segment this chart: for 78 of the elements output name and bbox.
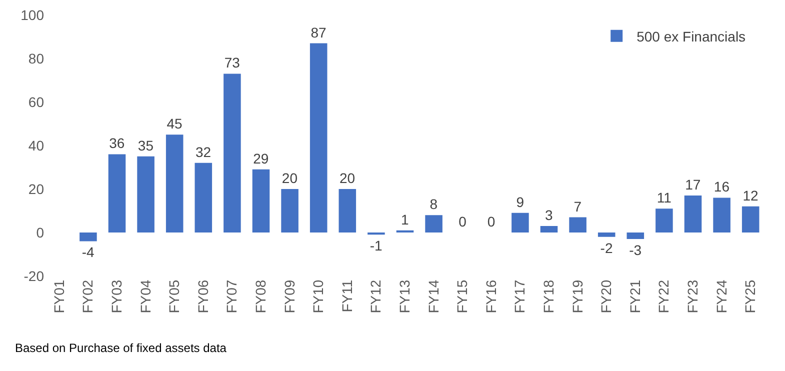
data-label: 73 bbox=[224, 54, 240, 71]
data-label: 45 bbox=[166, 116, 182, 132]
bar bbox=[540, 226, 558, 232]
y-tick-label: 60 bbox=[28, 94, 44, 110]
data-label: 20 bbox=[340, 170, 356, 186]
x-tick-label: FY08 bbox=[252, 280, 269, 314]
data-label: -1 bbox=[370, 238, 383, 254]
x-tick-label: FY04 bbox=[137, 280, 154, 314]
x-tick-label: FY14 bbox=[425, 280, 442, 314]
x-tick-label: FY02 bbox=[80, 280, 96, 314]
bar bbox=[713, 198, 730, 232]
y-tick-label: 0 bbox=[36, 224, 44, 240]
y-tick-label: 80 bbox=[28, 50, 44, 66]
text: Based on Purchase of fixed assets data bbox=[15, 341, 227, 355]
data-label: 87 bbox=[310, 24, 326, 40]
data-label: 8 bbox=[430, 196, 438, 212]
bar bbox=[80, 232, 97, 242]
y-tick-label: 20 bbox=[28, 180, 44, 197]
x-tick-label: FY21 bbox=[626, 280, 643, 314]
x-tick-label: FY22 bbox=[656, 280, 672, 314]
x-tick-label: FY23 bbox=[684, 280, 701, 314]
x-tick-label: FY16 bbox=[482, 280, 499, 314]
data-label: -2 bbox=[600, 240, 613, 256]
bar bbox=[194, 162, 212, 232]
x-tick-label: FY10 bbox=[310, 280, 326, 314]
data-label: 3 bbox=[545, 206, 553, 223]
bar bbox=[108, 154, 126, 232]
x-tick-label: FY09 bbox=[281, 280, 298, 314]
x-tick-label: FY25 bbox=[742, 280, 758, 314]
x-tick-label: FY24 bbox=[713, 280, 730, 314]
x-tick-label: FY18 bbox=[540, 280, 557, 314]
y-tick-label: 100 bbox=[20, 6, 44, 23]
data-label: 12 bbox=[742, 187, 758, 204]
data-label: 7 bbox=[574, 198, 582, 214]
data-label: 0 bbox=[458, 214, 467, 230]
bar bbox=[684, 196, 702, 232]
data-label: 17 bbox=[685, 176, 701, 193]
bar bbox=[425, 215, 442, 232]
bar bbox=[252, 169, 270, 232]
bar bbox=[224, 74, 241, 232]
data-label: 9 bbox=[516, 194, 524, 210]
x-tick-label: FY17 bbox=[512, 280, 528, 314]
x-tick-label: FY20 bbox=[598, 280, 614, 314]
x-tick-label: FY03 bbox=[108, 280, 125, 314]
bar bbox=[137, 156, 154, 232]
x-tick-label: FY07 bbox=[224, 280, 240, 314]
x-tick-label: FY06 bbox=[194, 280, 211, 314]
data-label: 36 bbox=[109, 135, 125, 152]
data-label: 32 bbox=[196, 144, 212, 160]
x-tick-label: FY05 bbox=[166, 280, 182, 314]
x-tick-label: FY11 bbox=[338, 280, 355, 312]
bar bbox=[742, 206, 760, 232]
legend-label: 500 ex Financials bbox=[636, 28, 746, 44]
y-tick-label: 40 bbox=[28, 137, 44, 154]
data-label: 35 bbox=[138, 137, 154, 154]
data-label: 16 bbox=[714, 178, 730, 195]
data-label: -4 bbox=[82, 244, 95, 260]
bar bbox=[281, 189, 298, 232]
x-tick-label: FY12 bbox=[368, 280, 384, 314]
bar bbox=[569, 217, 586, 232]
x-tick-label: FY19 bbox=[569, 280, 586, 314]
x-tick-label: FY01 bbox=[50, 280, 67, 314]
data-label: 11 bbox=[656, 190, 672, 206]
y-tick-label: -20 bbox=[24, 268, 44, 284]
data-label: 20 bbox=[282, 170, 298, 186]
bar bbox=[310, 43, 328, 232]
data-label: 29 bbox=[253, 150, 269, 166]
bar bbox=[166, 134, 184, 232]
bar bbox=[512, 212, 529, 232]
data-label: -3 bbox=[629, 242, 642, 258]
x-tick-label: FY13 bbox=[396, 280, 413, 314]
bar bbox=[626, 232, 644, 240]
data-label: 0 bbox=[487, 214, 496, 230]
bar bbox=[338, 189, 356, 232]
data-label: 1 bbox=[401, 211, 409, 228]
x-tick-label: FY15 bbox=[454, 280, 470, 314]
bar bbox=[656, 208, 673, 232]
bar bbox=[598, 232, 616, 237]
